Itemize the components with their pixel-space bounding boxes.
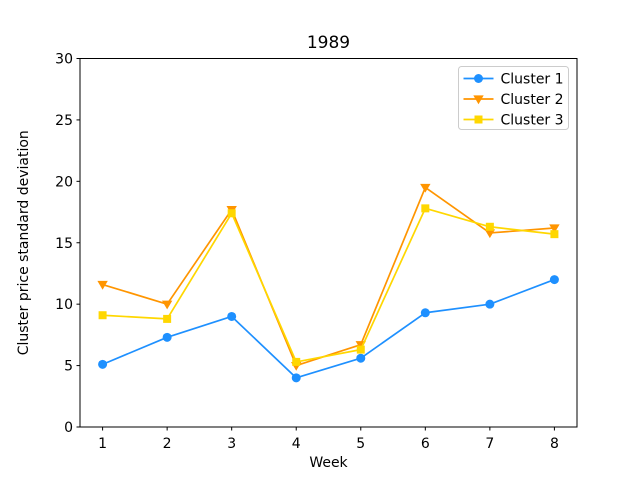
legend-item: Cluster 2 <box>463 92 564 108</box>
legend-label: Cluster 2 <box>501 92 564 108</box>
series-marker <box>356 353 366 363</box>
series-marker <box>291 373 301 383</box>
series-marker <box>356 345 365 354</box>
series-marker <box>474 74 483 83</box>
series-marker <box>420 183 431 193</box>
y-tick-label: 30 <box>55 52 73 68</box>
series-marker <box>163 314 172 323</box>
y-tick-label: 15 <box>55 236 73 252</box>
series-marker <box>484 229 496 239</box>
series-marker <box>162 332 172 342</box>
legend-box <box>458 66 569 130</box>
series-cluster-3 <box>98 204 559 366</box>
series-marker <box>161 300 173 310</box>
x-axis-label: Week <box>309 455 348 471</box>
y-tick-label: 25 <box>55 113 73 129</box>
x-tick-label: 3 <box>227 436 236 452</box>
series-marker <box>485 299 495 309</box>
series-marker <box>549 224 560 234</box>
series-marker <box>550 230 559 239</box>
legend-item: Cluster 1 <box>463 72 564 88</box>
series-marker <box>485 222 494 231</box>
y-tick-label: 20 <box>55 174 73 190</box>
y-tick-label: 10 <box>55 297 73 313</box>
y-tick-label: 5 <box>64 359 73 375</box>
legend-label: Cluster 3 <box>501 113 564 129</box>
x-tick-label: 7 <box>485 436 494 452</box>
plot-area: 0 5 10 15 20 25 30 1 2 3 4 5 6 7 8 <box>55 52 578 452</box>
series-marker <box>473 95 484 105</box>
series-layer <box>97 183 560 383</box>
series-marker <box>549 275 559 285</box>
series-cluster-1 <box>98 275 559 383</box>
series-cluster-2 <box>97 183 560 371</box>
x-tick-label: 1 <box>98 436 107 452</box>
series-marker <box>292 357 301 366</box>
series-line <box>102 207 555 363</box>
x-tick-label: 8 <box>550 436 559 452</box>
x-tick-label: 6 <box>421 436 430 452</box>
x-tick-label: 2 <box>163 436 172 452</box>
y-axis-label: Cluster price standard deviation <box>16 130 32 355</box>
y-tick-label: 0 <box>64 420 73 436</box>
series-marker <box>420 308 430 318</box>
legend-item: Cluster 3 <box>463 113 564 129</box>
series-marker <box>227 209 236 218</box>
series-marker <box>227 311 237 321</box>
legend: Cluster 1 Cluster 2 Cluster 3 <box>458 66 569 130</box>
series-marker <box>97 280 108 290</box>
chart-title: 1989 <box>307 33 350 53</box>
x-tick-label: 5 <box>356 436 365 452</box>
series-marker <box>98 311 107 320</box>
series-marker <box>474 115 483 124</box>
series-marker <box>98 359 108 369</box>
series-line <box>102 278 555 379</box>
series-marker <box>421 204 430 213</box>
x-tick-label: 4 <box>292 436 301 452</box>
legend-label: Cluster 1 <box>501 72 564 88</box>
